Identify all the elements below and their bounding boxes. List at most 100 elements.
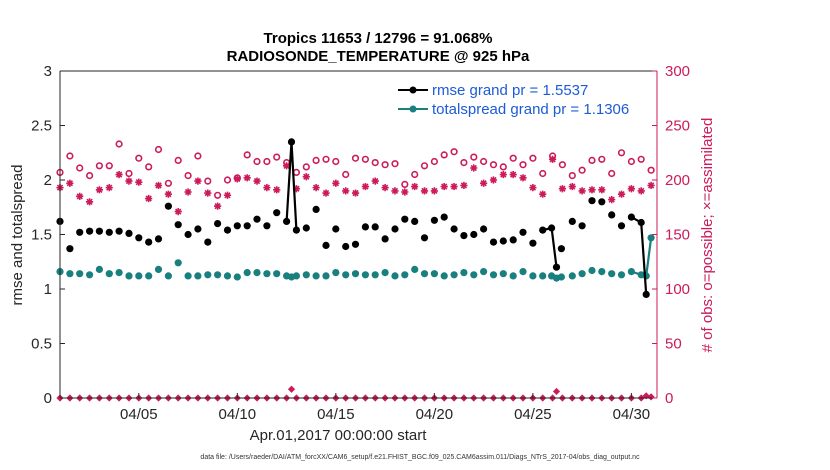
rmse-point (519, 228, 527, 236)
obs-possible-point (578, 166, 586, 174)
rmse-point (145, 238, 153, 246)
data-file-footer: data file: /Users/raeder/DAI/ATM_forcXX/… (200, 454, 640, 461)
obs-assimilated-point (125, 177, 133, 185)
obs-assimilated-point (391, 187, 399, 195)
totalspread-point (499, 270, 507, 278)
obs-possible-point (440, 151, 448, 159)
totalspread-point (135, 272, 143, 280)
totalspread-point (66, 270, 74, 278)
x-tick-label: 04/25 (514, 406, 552, 423)
obs-possible-point (529, 154, 537, 162)
obs-assimilated-point (450, 182, 458, 191)
rmse-point (95, 227, 103, 235)
totalspread-point (588, 266, 596, 275)
rmse-point (588, 197, 596, 205)
obs-assimilated-point (617, 190, 626, 198)
y-tick-label: 2.5 (31, 118, 52, 135)
rmse-point (381, 235, 389, 243)
obs-assimilated-point (95, 186, 104, 194)
obs-assimilated-point (292, 185, 301, 193)
obs-assimilated-point (85, 198, 94, 206)
plot-area (60, 71, 657, 398)
obs-assimilated-point (312, 184, 320, 192)
obs-assimilated-point (509, 170, 517, 179)
totalspread-point (223, 272, 232, 280)
obs-assimilated-point (430, 187, 438, 195)
obs-assimilated-point (608, 196, 616, 204)
obs-possible-point (361, 155, 370, 163)
rmse-point (184, 230, 192, 239)
obs-possible-point (519, 161, 527, 169)
obs-assimilated-point (470, 164, 478, 172)
obs-assimilated-point (204, 189, 212, 197)
rmse-point (430, 216, 438, 224)
rmse-point (263, 222, 271, 230)
obs-assimilated-point (519, 174, 527, 182)
obs-possible-point (135, 154, 143, 162)
left-ticks: 0 0.5 1 1.5 2 2.5 3 (31, 63, 65, 407)
totalspread-point (557, 273, 566, 281)
obs-assimilated-point (351, 189, 360, 197)
totalspread-point (115, 269, 123, 277)
obs-assimilated-point (194, 177, 202, 185)
rmse-point (115, 227, 123, 235)
bottom-ticks: 04/05 04/10 04/15 04/20 04/25 04/30 (120, 393, 650, 423)
totalspread-point (519, 268, 527, 276)
obs-possible-point (214, 191, 222, 199)
x-tick-label: 04/05 (120, 406, 158, 423)
totalspread-point (292, 272, 300, 280)
totalspread-point (598, 268, 606, 276)
totalspread-point (470, 271, 478, 279)
y-tick-label: 3 (44, 63, 52, 80)
totalspread-point (578, 270, 586, 278)
rmse-point (411, 217, 419, 225)
obs-zero-point (287, 385, 296, 393)
obs-possible-point (223, 176, 232, 184)
obs-assimilated-point (637, 187, 645, 195)
obs-possible-point (647, 166, 655, 174)
totalspread-point (440, 272, 448, 280)
totalspread-point (430, 270, 438, 278)
totalspread-point (95, 265, 103, 273)
obs-possible-point (509, 154, 517, 162)
obs-possible-point (351, 154, 360, 162)
obs-possible-point (194, 152, 202, 160)
rmse-point (66, 245, 74, 253)
obs-assimilated-point (588, 186, 596, 194)
y-right-tick-label: 250 (665, 118, 690, 135)
y-right-tick-label: 150 (665, 227, 690, 244)
rmse-point (627, 213, 636, 221)
rmse-point (617, 222, 626, 230)
obs-assimilated-point (223, 191, 232, 199)
obs-assimilated-point (411, 182, 419, 191)
obs-possible-point (450, 148, 458, 156)
obs-possible-point (184, 172, 192, 180)
totalspread-point (608, 270, 616, 278)
obs-possible-point (480, 157, 488, 166)
obs-possible-point (76, 164, 84, 172)
obs-assimilated-point (480, 179, 488, 187)
obs-assimilated-point (273, 186, 281, 194)
totalspread-point (194, 272, 202, 280)
obs-possible-point (411, 170, 419, 179)
obs-assimilated-point (322, 189, 330, 197)
rmse-point (204, 238, 212, 246)
totalspread-point (489, 271, 498, 279)
obs-assimilated-point (647, 181, 655, 190)
y-axis-label-right: # of obs: o=possible; ×=assimilated (699, 118, 716, 353)
rmse-point (450, 225, 458, 233)
rmse-point (302, 224, 310, 232)
rmse-point (539, 226, 547, 234)
obs-possible-point (489, 161, 498, 169)
rmse-point (391, 225, 399, 233)
obs-possible-point (322, 155, 330, 163)
obs-possible-point (539, 169, 547, 178)
chart-title-line2: RADIOSONDE_TEMPERATURE @ 925 hPa (227, 48, 530, 65)
obs-possible-point (85, 172, 94, 180)
totalspread-point (391, 272, 399, 280)
obs-possible-point (558, 161, 567, 169)
rmse-point (598, 198, 606, 206)
rmse-point (174, 221, 182, 229)
totalspread-series (56, 234, 655, 282)
rmse-point (529, 239, 537, 247)
